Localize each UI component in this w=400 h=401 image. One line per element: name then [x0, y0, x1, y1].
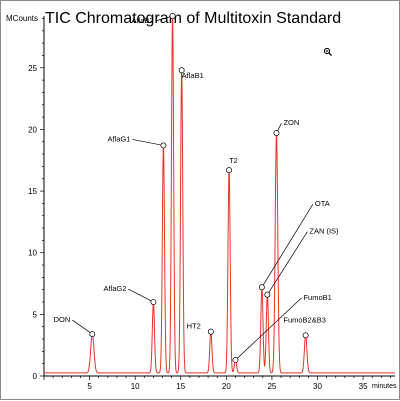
peak-annotation: FumoB2&B3 — [283, 315, 326, 339]
peak-annotation: T2 — [226, 156, 238, 174]
peak-annotation: OTA — [258, 199, 330, 291]
annotation-leader-line — [235, 297, 302, 361]
peak-marker — [258, 284, 265, 291]
x-tick-label: 10 — [131, 382, 140, 391]
peak-marker — [89, 331, 96, 338]
peak-label: T2 — [229, 156, 238, 165]
peak-annotation: DON — [54, 315, 96, 338]
peak-annotation: FumoB1 — [232, 293, 332, 363]
peak-marker — [264, 291, 271, 298]
axes: 5 10 15 20 25 30 35 0 5 10 15 20 25 — [28, 16, 395, 391]
chart-title: TIC Chromatogram of Multitoxin Standard — [45, 10, 341, 27]
peak-marker — [160, 142, 167, 149]
y-tick-label: 0 — [33, 372, 38, 381]
x-tick-label: 35 — [359, 382, 368, 391]
peak-marker — [150, 299, 157, 305]
peak-annotation: AflaB1 — [178, 67, 204, 80]
annotation-leader-line — [261, 204, 314, 288]
tic-trace-line — [44, 15, 395, 374]
annotation-layer: DON AflaG2 AflaG1 AflaB2 AflaB1 HT2 T2 ZON OTA ZA… — [54, 13, 339, 363]
peak-marker — [226, 167, 233, 174]
y-tick-label: 5 — [33, 310, 38, 319]
peak-marker — [178, 67, 185, 74]
trace-layer — [44, 15, 395, 374]
annotation-leader-line — [132, 139, 164, 146]
peak-marker — [169, 13, 176, 19]
peak-marker — [207, 328, 214, 335]
peak-annotation: AflaB2 — [131, 13, 176, 25]
annotation-leader-line — [155, 15, 173, 22]
peak-label: OTA — [315, 199, 330, 208]
peak-annotation: HT2 — [187, 322, 214, 335]
x-tick-label: 20 — [222, 382, 231, 391]
annotation-leader-line — [72, 319, 93, 335]
annotation-leader-line — [267, 231, 308, 295]
peak-label: FumoB1 — [303, 293, 331, 302]
annotation-leader-line — [128, 288, 154, 303]
peak-annotation: AflaG1 — [107, 134, 167, 149]
x-tick-label: 5 — [87, 382, 92, 391]
peak-label: DON — [54, 315, 71, 324]
peak-label: AflaB2 — [131, 16, 153, 25]
peak-annotation: ZON — [273, 118, 299, 137]
peak-label: ZAN (IS) — [309, 227, 339, 236]
y-tick-label: 15 — [28, 187, 37, 196]
peak-annotation: AflaG2 — [103, 284, 157, 305]
peak-annotation: ZAN (IS) — [264, 227, 339, 298]
x-tick-label: 30 — [313, 382, 322, 391]
x-tick-label: 25 — [267, 382, 276, 391]
y-axis-unit-label: MCounts — [6, 14, 38, 23]
peak-label: FumoB2&B3 — [283, 315, 326, 324]
peak-label: AflaG1 — [107, 134, 130, 143]
peak-marker — [273, 130, 280, 137]
peak-label: ZON — [283, 118, 299, 127]
y-tick-label: 25 — [28, 64, 37, 73]
peak-marker — [302, 332, 309, 339]
y-tick-label: 10 — [28, 249, 37, 258]
y-tick-label: 20 — [28, 125, 37, 134]
x-axis-unit-label: minutes — [372, 383, 397, 390]
peak-marker — [232, 357, 239, 363]
peak-label: AflaB1 — [182, 71, 204, 80]
magnifier-plus-icon[interactable] — [323, 47, 333, 57]
x-tick-label: 15 — [176, 382, 185, 391]
peak-label: HT2 — [187, 322, 201, 331]
peak-label: AflaG2 — [103, 284, 126, 293]
